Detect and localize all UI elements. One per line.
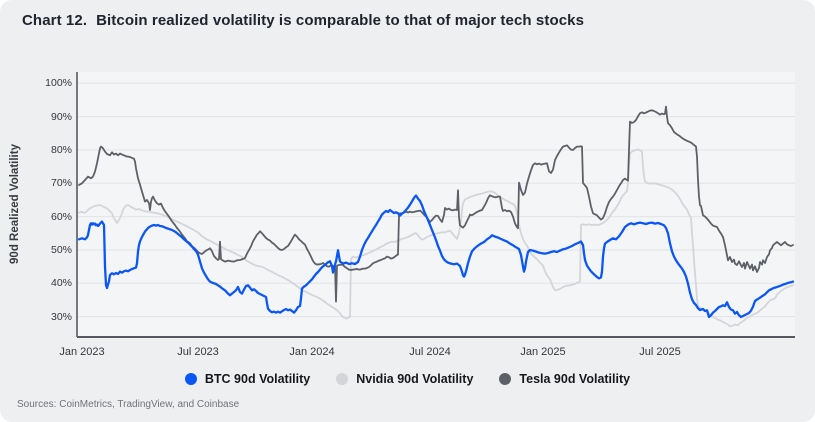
chart-number: Chart 12. <box>22 12 88 29</box>
y-tick-60: 60% <box>50 210 72 223</box>
x-tick-jul-2023: Jul 2023 <box>177 346 219 358</box>
x-tick-jan-2023: Jan 2023 <box>59 346 105 358</box>
legend-item-tesla[interactable]: Tesla 90d Volatility <box>499 372 630 386</box>
legend-label: Tesla 90d Volatility <box>519 372 631 386</box>
x-tick-jul-2024: Jul 2024 <box>409 346 451 358</box>
legend-item-nvidia[interactable]: Nvidia 90d Volatility <box>336 372 473 386</box>
legend-dot-icon <box>499 373 512 385</box>
y-tick-80: 80% <box>50 143 72 156</box>
y-tick-90: 90% <box>50 110 72 123</box>
btc-line[interactable] <box>77 194 795 319</box>
y-tick-100: 100% <box>45 77 72 90</box>
x-tick-jul-2025: Jul 2025 <box>639 346 681 358</box>
y-tick-40: 40% <box>50 277 72 290</box>
x-tick-jan-2024: Jan 2024 <box>289 346 335 358</box>
legend-item-btc[interactable]: BTC 90d Volatility <box>184 372 311 386</box>
y-tick-70: 70% <box>50 177 72 190</box>
legend-label: Nvidia 90d Volatility <box>356 372 474 386</box>
legend-dot-icon <box>184 373 197 385</box>
legend-label: BTC 90d Volatility <box>204 372 311 386</box>
chart-title-text: Bitcoin realized volatility is comparabl… <box>96 12 585 29</box>
x-tick-jan-2025: Jan 2025 <box>520 346 566 358</box>
y-tick-50: 50% <box>50 243 72 256</box>
source-note: Sources: CoinMetrics, TradingView, and C… <box>17 399 240 410</box>
legend-dot-icon <box>336 373 349 385</box>
y-tick-30: 30% <box>50 310 72 323</box>
legend: BTC 90d Volatility Nvidia 90d Volatility T… <box>0 372 815 386</box>
chart-title: Chart 12. Bitcoin realized volatility is … <box>22 12 584 29</box>
tesla-line[interactable] <box>78 105 794 303</box>
